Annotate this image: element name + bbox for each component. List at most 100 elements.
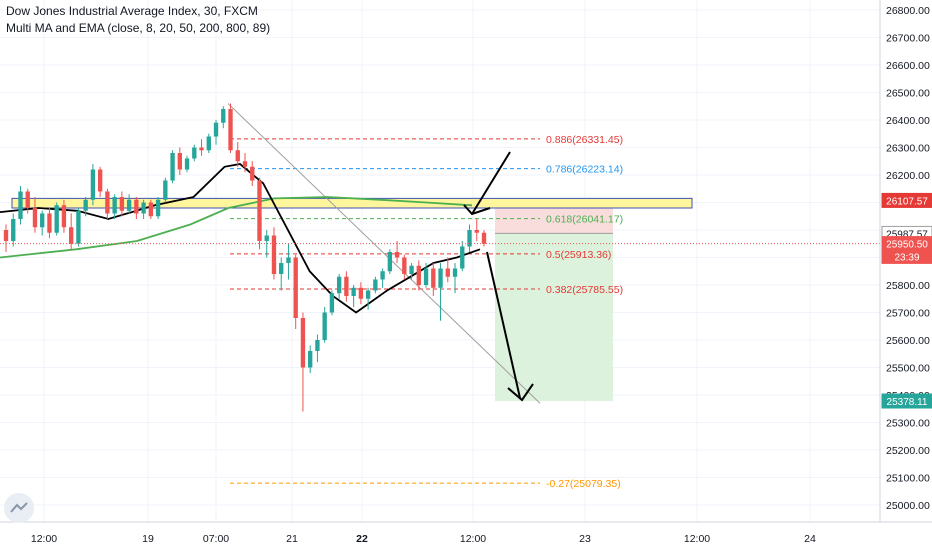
candle-body bbox=[351, 287, 356, 296]
candle-body bbox=[40, 213, 45, 228]
candle-body bbox=[126, 199, 132, 211]
arrow-down-line bbox=[486, 251, 521, 399]
arrow-up-line bbox=[471, 151, 511, 215]
candlestick-series bbox=[3, 103, 487, 412]
candle-body bbox=[242, 161, 248, 167]
y-tick-label-15: 26500.00 bbox=[886, 88, 930, 100]
y-tick-label-18: 26800.00 bbox=[886, 5, 930, 17]
y-tick-label-12: 26200.00 bbox=[886, 170, 930, 182]
x-tick-label-6: 23 bbox=[579, 533, 591, 545]
candle-body bbox=[402, 257, 407, 274]
moving-average-lines bbox=[0, 163, 481, 314]
candle-body bbox=[69, 227, 74, 244]
candle-body bbox=[416, 265, 421, 285]
candle-body bbox=[47, 213, 52, 233]
candle-body bbox=[438, 268, 443, 288]
drawn-arrows[interactable] bbox=[463, 151, 534, 402]
candle-body bbox=[206, 136, 211, 151]
price-tag-bg-0 bbox=[881, 192, 932, 208]
candle-body bbox=[286, 257, 291, 263]
candle-body bbox=[322, 312, 327, 340]
y-tick-label-2: 25200.00 bbox=[886, 445, 930, 457]
candle-body bbox=[264, 235, 269, 241]
candle-body bbox=[344, 276, 349, 296]
price-tag-3: 23:39 bbox=[894, 252, 919, 263]
candle-body bbox=[134, 199, 139, 214]
candle-body bbox=[163, 180, 168, 200]
candle-body bbox=[250, 166, 255, 181]
price-tag-bg-4 bbox=[881, 393, 932, 409]
y-tick-label-5: 25500.00 bbox=[886, 363, 930, 375]
candle-body bbox=[184, 158, 190, 170]
arrow-up-head bbox=[463, 204, 491, 216]
y-tick-label-13: 26300.00 bbox=[886, 143, 930, 155]
candle-body bbox=[481, 232, 487, 244]
candle-body bbox=[409, 265, 414, 274]
fib-label-5: -0.27(25079.35) bbox=[546, 478, 621, 490]
price-tag-2: 25950.50 bbox=[886, 240, 928, 251]
tradingview-logo-icon[interactable] bbox=[4, 493, 34, 523]
candle-body bbox=[293, 257, 298, 318]
y-tick-label-1: 25100.00 bbox=[886, 473, 930, 485]
candle-body bbox=[431, 268, 436, 288]
ma-slow-line bbox=[0, 196, 473, 259]
indicator-label: Multi MA and EMA (close, 8, 20, 50, 200,… bbox=[6, 21, 271, 35]
candle-body bbox=[119, 197, 125, 211]
candle-body bbox=[445, 268, 450, 277]
y-tick-label-6: 25600.00 bbox=[886, 335, 930, 347]
short-position-box[interactable] bbox=[495, 200, 613, 402]
candle-body bbox=[423, 268, 429, 285]
x-tick-label-7: 12:00 bbox=[684, 533, 710, 545]
trend-line[interactable] bbox=[227, 103, 541, 404]
candle-body bbox=[148, 202, 154, 217]
fib-label-4: 0.382(25785.55) bbox=[546, 284, 623, 296]
price-tag-1: 25987.57 bbox=[886, 229, 928, 240]
candle-body bbox=[141, 202, 146, 214]
price-tag-4: 25378.11 bbox=[887, 397, 928, 408]
candle-body bbox=[3, 230, 9, 241]
y-tick-label-3: 25300.00 bbox=[886, 418, 930, 430]
candle-body bbox=[90, 169, 96, 200]
candle-body bbox=[467, 230, 472, 247]
candle-body bbox=[387, 252, 393, 272]
candle-body bbox=[228, 109, 233, 151]
fib-label-3: 0.5(25913.36) bbox=[546, 249, 611, 261]
candle-body bbox=[474, 230, 479, 233]
price-tag-0: 26107.57 bbox=[886, 196, 928, 207]
price-tag-bg-3 bbox=[881, 248, 932, 264]
candle-body bbox=[460, 246, 465, 269]
candle-body bbox=[199, 147, 204, 151]
y-tick-label-7: 25700.00 bbox=[886, 308, 930, 320]
candle-body bbox=[83, 199, 88, 211]
candle-body bbox=[308, 351, 313, 368]
fib-label-2: 0.618(26041.17) bbox=[546, 214, 623, 226]
candle-body bbox=[76, 210, 81, 244]
candle-body bbox=[315, 340, 320, 351]
candle-body bbox=[177, 153, 182, 170]
fib-label-0: 0.886(26331.45) bbox=[546, 134, 623, 146]
x-tick-label-1: 19 bbox=[142, 533, 154, 545]
candle-body bbox=[112, 197, 117, 214]
diagonal-line bbox=[227, 103, 541, 404]
x-tick-label-8: 24 bbox=[804, 533, 816, 545]
arrow-down-head bbox=[507, 383, 534, 402]
candle-body bbox=[257, 180, 262, 241]
candle-body bbox=[54, 205, 59, 233]
time-axis[interactable]: 12:00 19 07:00 21 22 12:00 23 12:00 24 bbox=[0, 521, 932, 545]
candle-body bbox=[329, 293, 335, 313]
candle-body bbox=[336, 276, 342, 294]
y-tick-label-17: 26700.00 bbox=[886, 33, 930, 45]
candle-body bbox=[97, 169, 103, 192]
y-tick-label-16: 26600.00 bbox=[886, 60, 930, 72]
chart-title: Dow Jones Industrial Average Index, 30, … bbox=[6, 4, 258, 18]
candle-body bbox=[235, 150, 240, 162]
x-tick-label-0: 12:00 bbox=[31, 533, 57, 545]
candle-body bbox=[300, 318, 306, 368]
candle-body bbox=[155, 199, 161, 217]
x-tick-label-3: 21 bbox=[286, 533, 298, 545]
y-tick-label-8: 25800.00 bbox=[886, 280, 930, 292]
candle-body bbox=[170, 153, 175, 181]
x-tick-label-4: 22 bbox=[356, 533, 368, 545]
